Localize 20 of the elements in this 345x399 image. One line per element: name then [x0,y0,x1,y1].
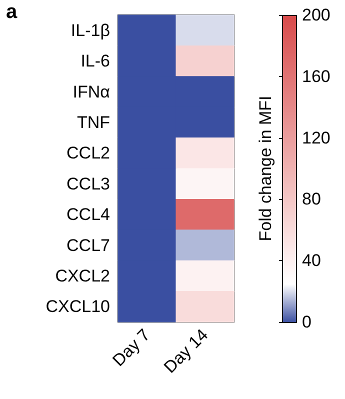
color-bar-label: 120 [302,128,330,148]
y-tick-label: CCL2 [66,144,110,163]
y-tick-label: IL-1β [70,20,110,40]
y-tick-label: CCL7 [66,236,110,255]
color-bar-label: 200 [302,6,330,24]
y-tick-label: CCL3 [66,174,110,194]
color-bar-label: 40 [302,251,321,270]
color-bar-label: 80 [302,190,321,209]
x-tick-label: Day 14 [160,325,212,377]
x-tick-label: Day 7 [108,325,154,370]
color-bar-title: Fold change in MFI [256,96,275,242]
y-tick-label: TNF [76,112,110,132]
text: a [6,1,18,23]
y-tick-label: CCL4 [66,205,110,224]
y-tick-label: CXCL2 [55,266,110,286]
y-tick-label: IFNα [72,82,110,102]
y-tick-label: CXCL10 [46,297,110,316]
color-bar-label: 160 [302,66,330,86]
y-tick-label: IL-6 [80,52,110,71]
color-bar-label: 0 [302,312,312,332]
